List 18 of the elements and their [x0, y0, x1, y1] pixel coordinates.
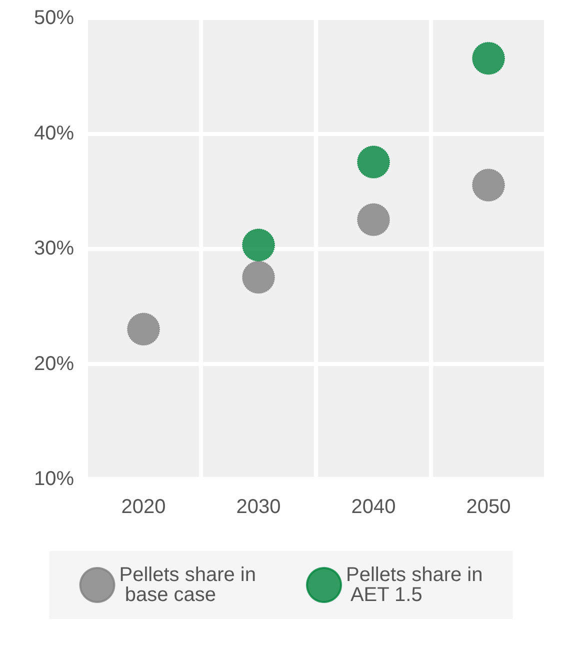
- legend-label: Pellets share in base case: [119, 564, 256, 606]
- x-tick-label: 2040: [351, 496, 396, 518]
- y-tick-label: 10%: [34, 468, 74, 490]
- point: [242, 228, 275, 262]
- x-tick-label: 2050: [466, 496, 511, 518]
- point: [127, 312, 160, 346]
- legend-label: Pellets share in AET 1.5: [346, 564, 483, 606]
- point: [357, 146, 390, 179]
- x-tick-label: 2020: [121, 496, 166, 518]
- y-tick-label: 50%: [34, 7, 74, 29]
- y-tick-label: 40%: [34, 122, 74, 144]
- point: [472, 168, 505, 202]
- y-tick-label: 20%: [34, 352, 74, 375]
- point: [472, 42, 505, 75]
- x-tick-label: 2030: [236, 496, 281, 518]
- y-tick-label: 30%: [34, 238, 74, 260]
- point: [357, 203, 390, 236]
- point: [242, 260, 275, 294]
